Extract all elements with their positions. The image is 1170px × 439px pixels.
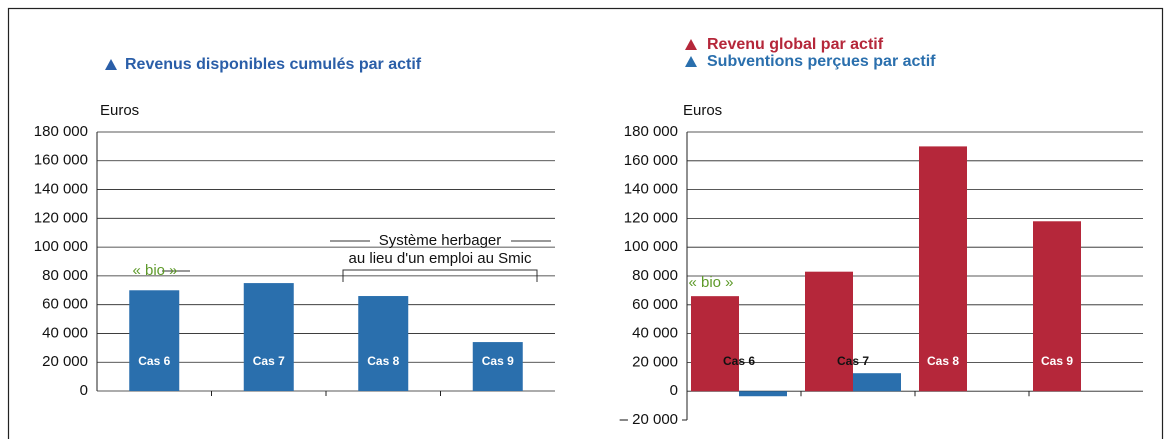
y-tick-label: 60 000 [632, 296, 678, 313]
y-tick-label: 0 [670, 382, 678, 399]
y-tick-label: 160 000 [34, 152, 88, 169]
y-tick-label: 180 000 [624, 123, 678, 140]
y-tick-label: 80 000 [42, 267, 88, 284]
category-label: Cas 8 [927, 354, 959, 368]
y-tick-label: 20 000 [42, 353, 88, 370]
y-tick-label: 100 000 [34, 238, 88, 255]
legend-marker [685, 39, 697, 50]
category-label: Cas 7 [837, 354, 869, 368]
frame [7, 7, 1164, 439]
y-tick-label: – 20 000 [620, 411, 678, 428]
category-label: Cas 6 [723, 354, 755, 368]
y-tick-label: 120 000 [34, 209, 88, 226]
y-tick-label: 140 000 [624, 181, 678, 198]
bar [691, 296, 739, 392]
category-label: Cas 8 [367, 354, 399, 368]
bar [739, 391, 787, 397]
y-tick-label: 140 000 [34, 181, 88, 198]
category-label: Cas 9 [482, 354, 514, 368]
bar [472, 342, 523, 391]
annotation: « bio » [132, 262, 177, 279]
legend-marker [685, 56, 697, 67]
y-tick-label: 40 000 [42, 324, 88, 341]
y-tick-label: 60 000 [42, 296, 88, 313]
bar [243, 283, 294, 391]
y-tick-label: 160 000 [624, 152, 678, 169]
category-label: Cas 9 [1041, 354, 1073, 368]
title-marker [105, 59, 117, 70]
annotation: Système herbager [379, 232, 502, 249]
y-tick-label: 80 000 [632, 267, 678, 284]
annotation: au lieu d'un emploi au Smic [349, 250, 532, 267]
y-tick-label: 180 000 [34, 123, 88, 140]
bar [358, 296, 409, 391]
category-label: Cas 7 [253, 354, 285, 368]
bar [1033, 221, 1081, 392]
legend-label: Revenu global par actif [707, 36, 884, 53]
y-axis-label: Euros [100, 102, 139, 119]
y-tick-label: 0 [80, 382, 88, 399]
bar [919, 146, 967, 392]
bar [853, 373, 901, 392]
legend-label: Subventions perçues par actif [707, 53, 936, 70]
chart-title: Revenus disponibles cumulés par actif [125, 56, 422, 73]
y-tick-label: 100 000 [624, 238, 678, 255]
annotation: « bio » [688, 274, 733, 291]
bar [805, 271, 853, 392]
y-tick-label: 20 000 [632, 353, 678, 370]
y-tick-label: 120 000 [624, 209, 678, 226]
y-tick-label: 40 000 [632, 325, 678, 342]
y-axis-label: Euros [683, 102, 722, 119]
bar [129, 290, 180, 391]
category-label: Cas 6 [138, 354, 170, 368]
